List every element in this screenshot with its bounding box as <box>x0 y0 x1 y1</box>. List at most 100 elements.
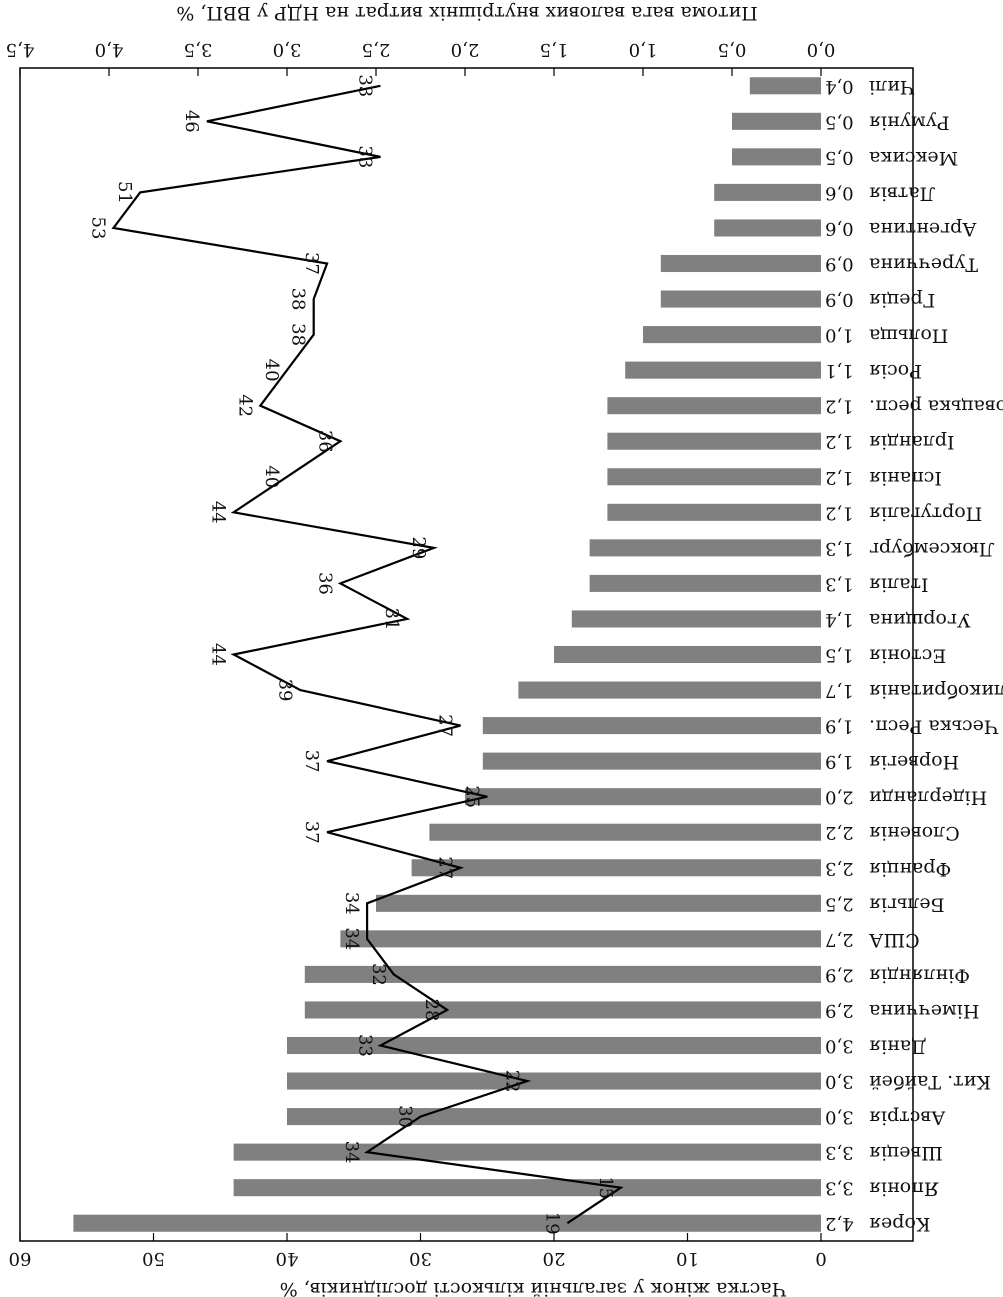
bar <box>304 965 821 983</box>
line-point-label: 40 <box>261 359 282 382</box>
category-label: США <box>868 929 919 951</box>
line-point-label: 42 <box>234 394 255 417</box>
line-axis-tick-label: 10 <box>676 1248 699 1269</box>
line-point-label: 30 <box>395 1105 416 1128</box>
bar <box>233 1179 821 1197</box>
bar-value-label: 3,0 <box>825 1107 854 1128</box>
line-point-label: 33 <box>354 74 375 97</box>
bar-value-label: 4,2 <box>825 1213 854 1234</box>
bar-value-label: 1,4 <box>825 609 854 630</box>
line-series <box>111 84 624 1225</box>
bar-value-label: 0,6 <box>825 182 854 203</box>
line-axis-title: Частка жінок у загальній кількості дослі… <box>280 1278 787 1297</box>
bar-value-label: 0,9 <box>825 254 854 275</box>
category-label: Франція <box>869 858 951 880</box>
category-label: Чилі <box>869 76 915 98</box>
line-point-label: 27 <box>435 714 456 737</box>
category-label: Великобританія <box>869 680 1003 702</box>
line-point-label: 31 <box>381 608 402 631</box>
bar <box>607 468 821 486</box>
bar-value-label: 1,9 <box>825 716 854 737</box>
bar-value-label: 3,3 <box>825 1142 854 1163</box>
bar-value-label: 1,2 <box>825 502 854 523</box>
bar-value-label: 1,3 <box>825 538 854 559</box>
line-axis-tick-label: 0 <box>815 1248 826 1269</box>
line-point-label: 34 <box>341 927 362 950</box>
category-label: Угорщина <box>869 609 971 631</box>
line-point-label: 53 <box>87 217 108 240</box>
category-label: Бельгія <box>869 893 945 915</box>
category-label: Люксембург <box>869 538 995 560</box>
bar <box>571 610 821 628</box>
bar <box>554 645 821 664</box>
bar-value-label: 3,0 <box>825 1036 854 1057</box>
category-label: Іспанія <box>869 467 942 489</box>
bar-axis-tick-label: 0,0 <box>807 39 836 60</box>
line-point-label: 44 <box>208 501 229 524</box>
bar-value-label: 3,3 <box>825 1178 854 1199</box>
line-point-label: 34 <box>341 892 362 915</box>
bar <box>749 77 821 95</box>
category-label: Росія <box>869 360 922 382</box>
bar-axis-ticks: 0,0 0,5 1,0 1,5 2,0 2,5 3,0 3,5 4,0 4,5 <box>6 39 836 76</box>
category-label: Туреччина <box>869 254 978 276</box>
category-labels: Корея Японія Швеція Австрія Кит. Тайбей Данія… <box>868 76 1003 1235</box>
bar-value-label: 2,2 <box>825 822 854 843</box>
category-label: Греція <box>869 289 935 311</box>
bar-value-label: 2,3 <box>825 858 854 879</box>
bar-axis-title: Питома вага валових внутрішніх витрат на… <box>176 2 757 24</box>
bar <box>625 361 821 379</box>
category-label: Румунія <box>869 111 950 133</box>
line-point-label: 34 <box>341 1141 362 1164</box>
bar-value-label: 3,0 <box>825 1071 854 1092</box>
line-axis-tick-label: 20 <box>543 1248 566 1269</box>
category-label: Чеська Респ. <box>869 716 999 738</box>
category-label: Естонія <box>869 645 946 667</box>
bar-value-label: 1,1 <box>825 360 854 381</box>
category-label: Португалія <box>869 502 982 524</box>
line-point-label: 33 <box>354 1034 375 1057</box>
bar-value-label: 1,2 <box>825 396 854 417</box>
category-label: Німеччина <box>869 1000 979 1022</box>
category-label: Швеція <box>869 1142 943 1164</box>
bar-value-label: 2,7 <box>825 929 854 950</box>
category-label: Корея <box>869 1213 931 1235</box>
bar-value-label: 0,5 <box>825 111 854 132</box>
bar-axis-tick-label: 4,5 <box>6 39 35 60</box>
bar <box>607 397 821 415</box>
bar <box>732 148 821 166</box>
line-point-label: 25 <box>461 785 482 808</box>
line-point-label: 22 <box>501 1070 522 1093</box>
plot-frame <box>19 67 914 1242</box>
bars <box>73 77 821 1232</box>
bar <box>233 1143 821 1161</box>
category-label: Ірландія <box>869 431 955 453</box>
line-axis-tick-label: 50 <box>142 1248 165 1269</box>
bar-value-label: 0,5 <box>825 147 854 168</box>
series-line <box>111 84 624 1225</box>
bar <box>287 1036 821 1055</box>
bar <box>607 432 821 450</box>
line-point-label: 32 <box>368 963 389 986</box>
line-point-label: 29 <box>408 536 429 559</box>
line-value-labels: 19 15 34 30 22 33 28 32 34 34 27 37 25 37 27 39 44 31 36 29… <box>87 74 615 1234</box>
bar-axis-tick-label: 1,5 <box>540 39 569 60</box>
line-point-label: 36 <box>314 430 335 453</box>
line-point-label: 37 <box>301 750 322 773</box>
bar <box>607 503 821 521</box>
bar <box>304 1001 821 1019</box>
bar <box>732 112 821 130</box>
category-label: Словацька респ. <box>869 396 1003 418</box>
bar <box>376 894 821 912</box>
bar-value-label: 2,9 <box>825 1000 854 1021</box>
bar <box>287 1108 821 1126</box>
line-point-label: 19 <box>541 1212 562 1235</box>
line-point-label: 51 <box>114 181 135 204</box>
line-point-label: 33 <box>354 145 375 168</box>
category-label: Словенія <box>869 822 960 844</box>
line-axis-tick-label: 40 <box>276 1248 299 1269</box>
bar <box>340 930 821 948</box>
line-axis-tick-label: 60 <box>9 1248 32 1269</box>
bar-value-labels: 4,2 3,3 3,3 3,0 3,0 3,0 2,9 2,9 2,7 2,5 2,3 2,2 2,0 1… <box>825 76 854 1234</box>
